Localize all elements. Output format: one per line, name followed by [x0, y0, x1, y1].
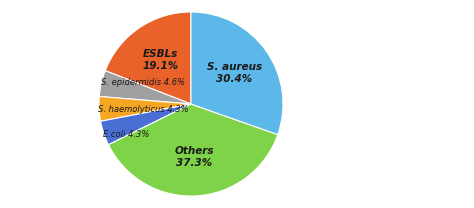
Text: S. aureus
30.4%: S. aureus 30.4% [207, 62, 262, 84]
Wedge shape [105, 12, 191, 104]
Text: S. epidermidis 4.6%: S. epidermidis 4.6% [100, 78, 185, 87]
Wedge shape [99, 71, 191, 104]
Wedge shape [109, 104, 278, 196]
Wedge shape [99, 97, 191, 121]
Wedge shape [191, 12, 283, 135]
Text: Others
37.3%: Others 37.3% [174, 146, 214, 168]
Text: ESBLs
19.1%: ESBLs 19.1% [143, 49, 179, 71]
Text: E.coli 4.3%: E.coli 4.3% [103, 130, 149, 139]
Text: S. haemolyticus 4.3%: S. haemolyticus 4.3% [98, 105, 189, 114]
Wedge shape [100, 104, 191, 145]
